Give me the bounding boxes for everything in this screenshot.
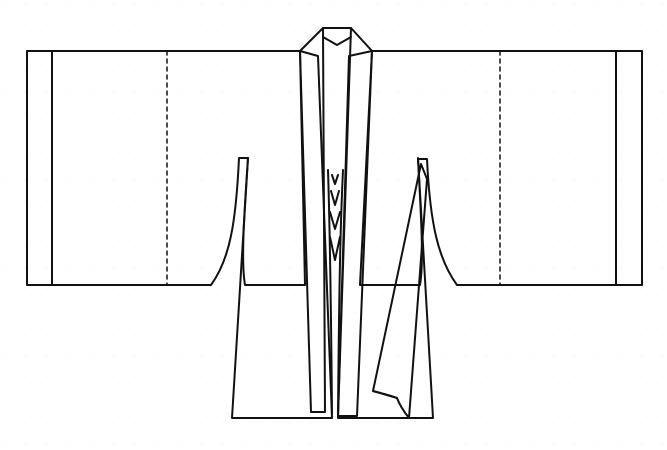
flap-hem-curve bbox=[372, 390, 398, 399]
center-front-lining bbox=[337, 169, 344, 415]
right-lapel bbox=[337, 27, 373, 417]
right-body-panel bbox=[337, 50, 434, 419]
collar-outline bbox=[299, 27, 373, 52]
center-front-opening bbox=[327, 169, 333, 415]
inner-fold-strokes bbox=[329, 174, 341, 261]
left-lapel bbox=[299, 27, 326, 413]
inner-neck-line bbox=[322, 36, 352, 46]
left-body-panel bbox=[231, 50, 333, 419]
right-sleeve bbox=[359, 50, 643, 286]
